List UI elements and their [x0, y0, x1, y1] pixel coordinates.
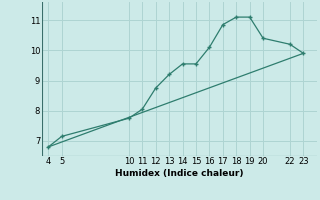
X-axis label: Humidex (Indice chaleur): Humidex (Indice chaleur) [115, 169, 244, 178]
